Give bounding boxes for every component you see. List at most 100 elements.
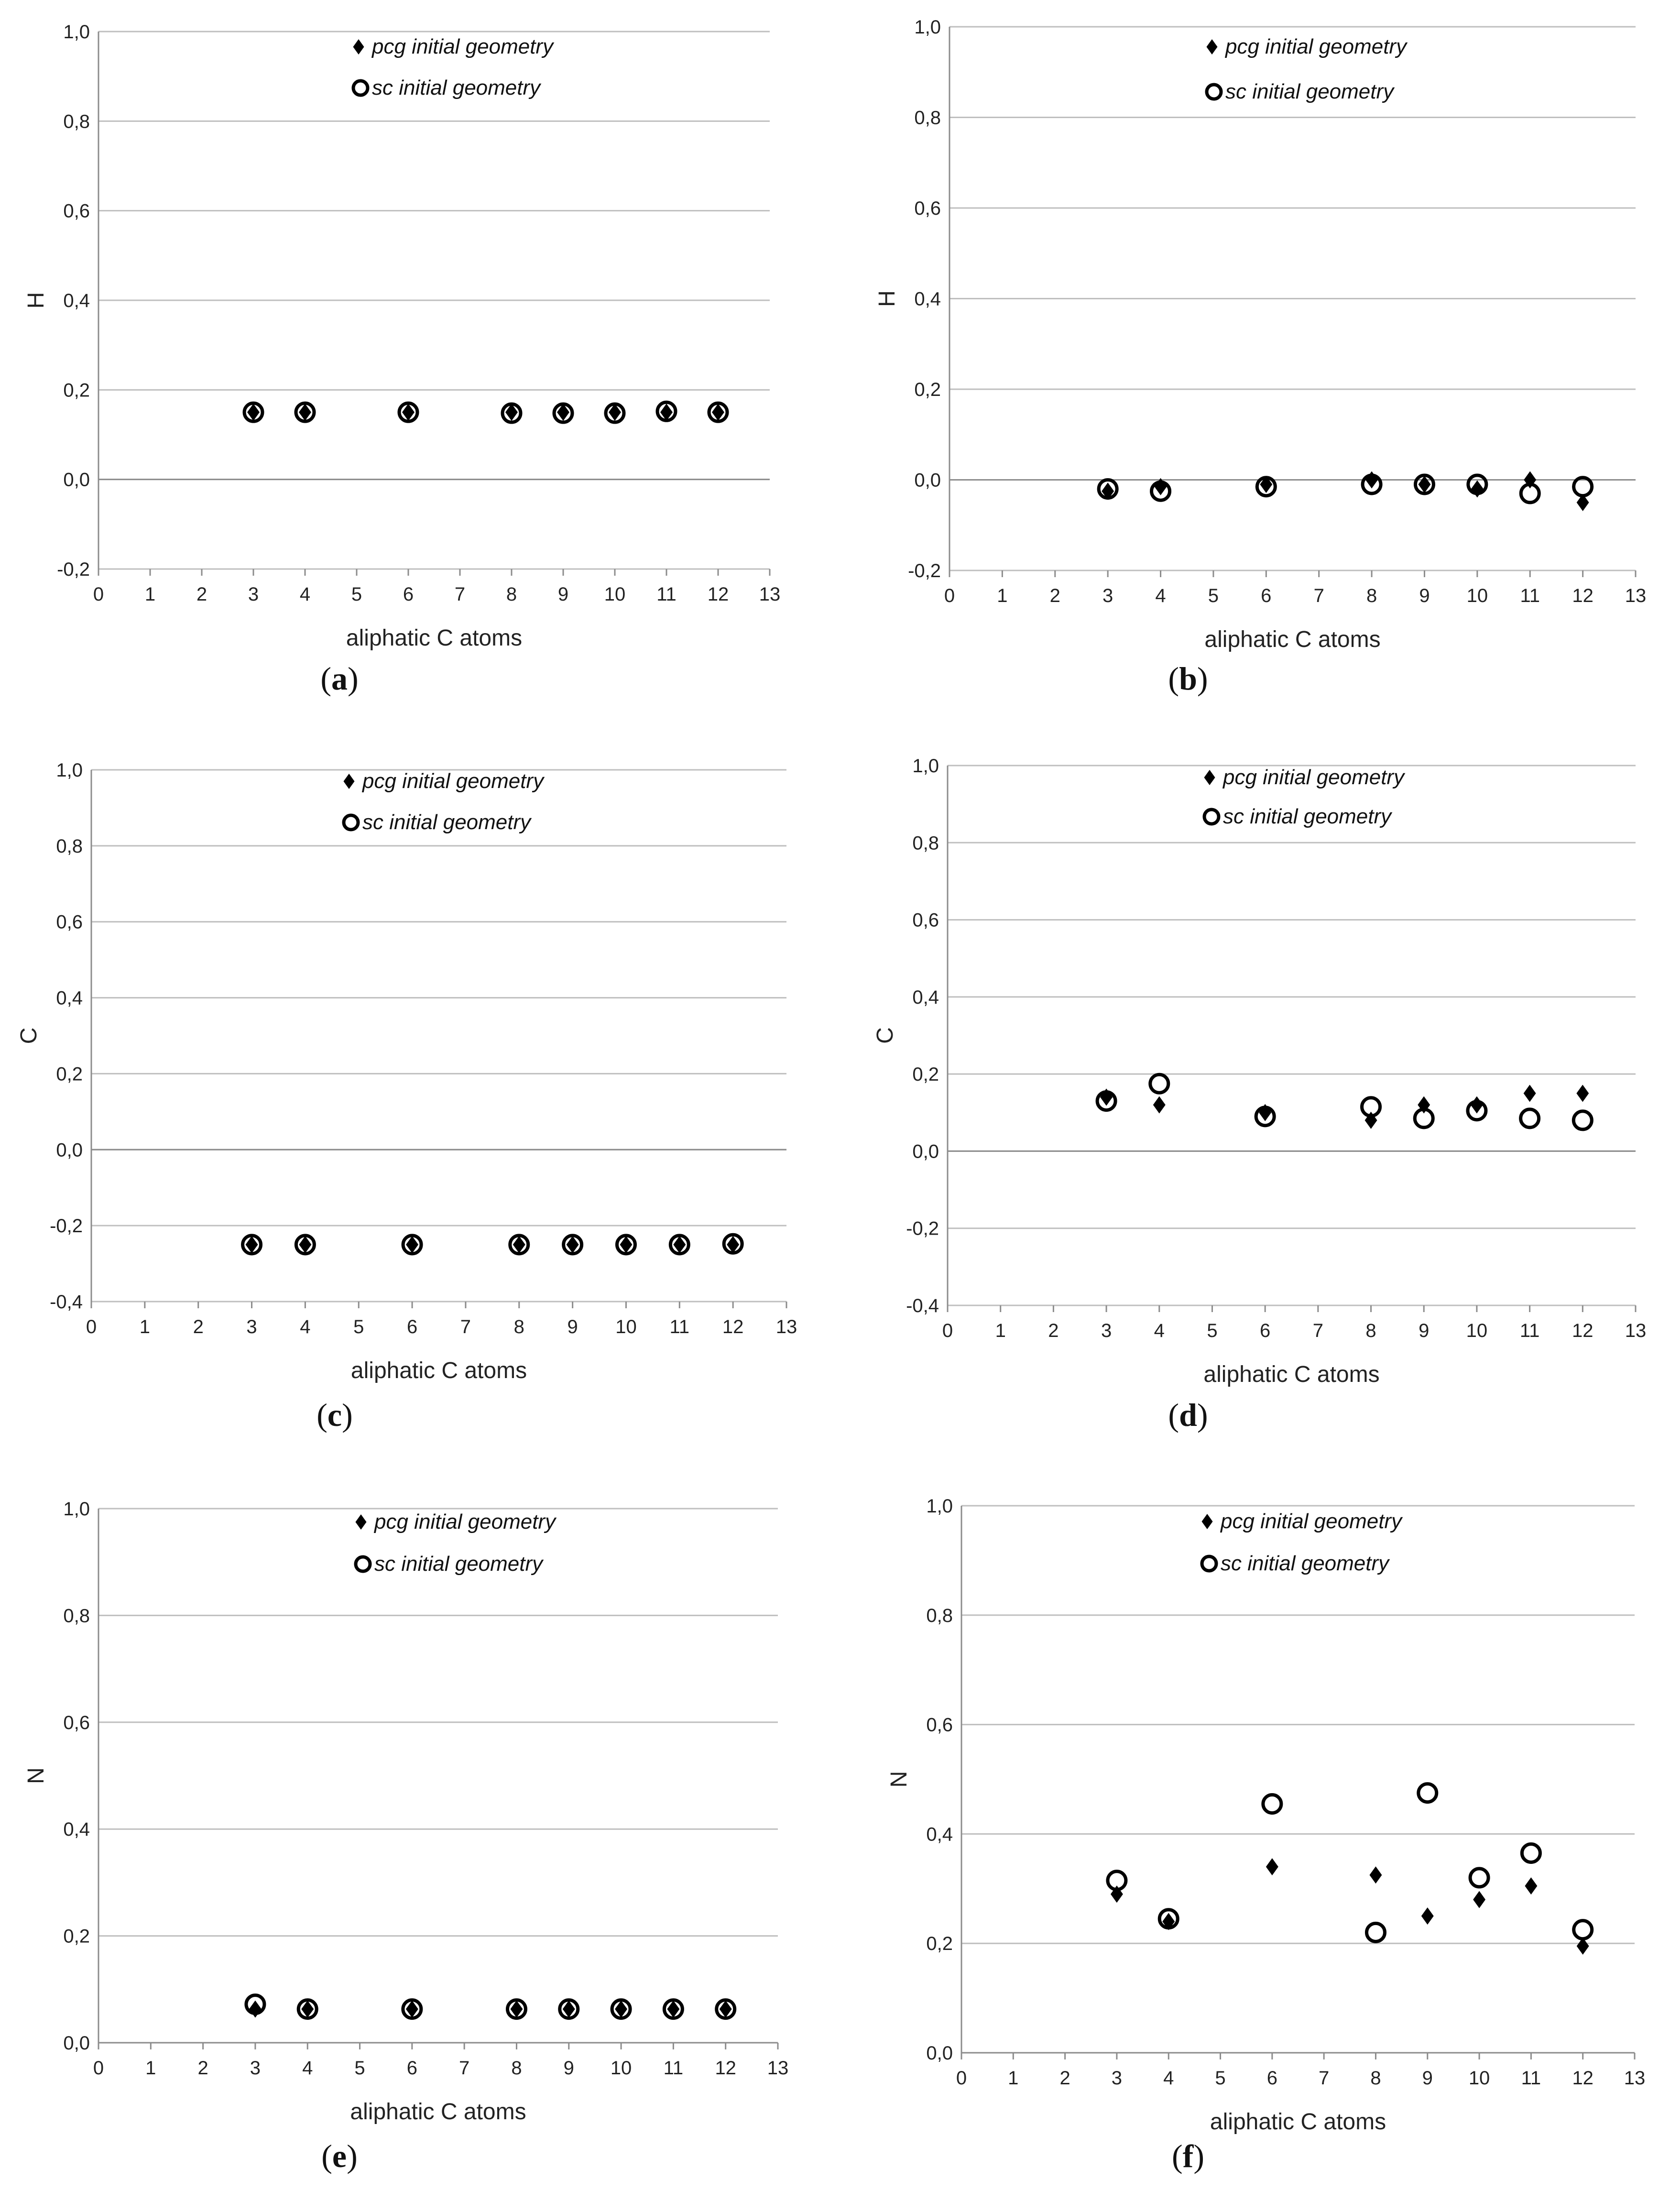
y-tick-label: 0,2 xyxy=(926,1933,953,1954)
data-point-sc xyxy=(294,401,316,423)
y-tick-label: 0,6 xyxy=(63,1712,90,1733)
data-point-pcg xyxy=(247,404,260,421)
data-point-pcg xyxy=(1470,1096,1483,1114)
x-tick-label: 5 xyxy=(1207,1320,1217,1341)
y-tick-label: 0,2 xyxy=(63,1926,90,1947)
y-tick-label: 0,8 xyxy=(912,832,939,854)
x-tick-label: 10 xyxy=(1469,2068,1490,2089)
y-tick-label: 0,2 xyxy=(912,1064,939,1085)
data-point-sc xyxy=(722,1233,744,1255)
x-tick-label: 5 xyxy=(1215,2068,1225,2089)
x-axis-title: aliphatic C atoms xyxy=(350,2099,526,2124)
x-tick-label: 13 xyxy=(1625,585,1647,606)
x-tick-label: 6 xyxy=(407,2058,417,2079)
data-point-sc xyxy=(558,1998,580,2020)
y-tick-label: 1,0 xyxy=(912,756,939,777)
legend-marker-diamond xyxy=(355,1514,367,1530)
data-point-sc xyxy=(1255,476,1277,498)
y-axis-title: C xyxy=(873,1027,898,1044)
x-tick-label: 2 xyxy=(1050,585,1060,606)
data-point-pcg xyxy=(299,1236,312,1253)
x-tick-label: 6 xyxy=(1267,2068,1277,2089)
y-tick-label: 0,6 xyxy=(63,201,90,222)
caption-b: (b) xyxy=(1168,660,1208,697)
x-axis-title: aliphatic C atoms xyxy=(346,625,522,651)
y-tick-label: 0,0 xyxy=(56,1139,83,1161)
x-tick-label: 11 xyxy=(1520,585,1540,606)
y-tick-label: 0,0 xyxy=(914,470,941,491)
y-tick-label: 0,8 xyxy=(56,836,83,857)
y-tick-label: -0,2 xyxy=(906,1218,939,1239)
data-point-sc xyxy=(668,1234,690,1256)
x-tick-label: 7 xyxy=(1319,2068,1329,2089)
legend-entry-sc: sc initial geometry xyxy=(362,810,532,834)
legend-entry-sc: sc initial geometry xyxy=(374,1552,544,1576)
x-tick-label: 2 xyxy=(196,584,207,605)
y-tick-label: 0,4 xyxy=(914,289,941,310)
y-axis-title: N xyxy=(23,1767,49,1784)
x-tick-label: 9 xyxy=(567,1316,578,1337)
legend-marker-circle xyxy=(1205,83,1223,101)
data-point-sc xyxy=(1519,482,1541,504)
data-point-pcg xyxy=(510,2000,523,2018)
legend-marker-diamond xyxy=(353,39,364,55)
data-point-pcg xyxy=(1576,1937,1589,1955)
data-point-sc xyxy=(610,1998,632,2020)
data-point-pcg xyxy=(406,1236,419,1253)
x-tick-label: 9 xyxy=(1419,585,1430,606)
y-tick-label: 0,6 xyxy=(926,1715,953,1736)
legend-marker-diamond xyxy=(1206,39,1218,55)
x-tick-label: 7 xyxy=(1313,1320,1323,1341)
y-tick-label: 0,6 xyxy=(914,198,941,219)
caption-d: (d) xyxy=(1168,1397,1208,1433)
data-point-pcg xyxy=(1421,1907,1434,1925)
data-point-pcg xyxy=(1369,1866,1382,1884)
x-tick-label: 11 xyxy=(656,584,677,605)
data-point-pcg xyxy=(1523,1084,1536,1102)
data-point-sc xyxy=(1261,1793,1283,1815)
y-tick-label: 1,0 xyxy=(926,1496,953,1517)
data-point-sc xyxy=(401,1234,423,1256)
legend-entry-pcg: pcg initial geometry xyxy=(1222,766,1406,789)
data-point-sc xyxy=(1572,1109,1594,1131)
data-point-sc xyxy=(242,401,264,423)
legend-entry-pcg: pcg initial geometry xyxy=(371,35,555,58)
x-tick-label: 3 xyxy=(1102,585,1113,606)
x-tick-label: 5 xyxy=(1208,585,1219,606)
x-tick-label: 0 xyxy=(86,1316,97,1337)
data-point-pcg xyxy=(620,1236,633,1253)
data-point-sc xyxy=(1413,473,1435,495)
data-point-sc xyxy=(615,1234,637,1256)
y-tick-label: 0,8 xyxy=(63,1605,90,1626)
legend-entry-pcg: pcg initial geometry xyxy=(1220,1510,1403,1533)
chart-panel-a: -0,20,00,20,40,60,81,00 1 2 3 4 5 6 7 8 9 10 11 12 13… xyxy=(23,22,780,651)
data-point-pcg xyxy=(727,1236,740,1253)
x-tick-label: 3 xyxy=(250,2058,261,2079)
data-point-sc xyxy=(1254,1106,1276,1128)
caption-a: (a) xyxy=(320,660,359,697)
y-axis-title: H xyxy=(874,290,900,307)
legend-entry-pcg: pcg initial geometry xyxy=(373,1510,557,1533)
data-point-pcg xyxy=(609,404,621,421)
x-tick-label: 2 xyxy=(1059,2068,1070,2089)
caption-f: (f) xyxy=(1172,2138,1204,2174)
data-point-pcg xyxy=(712,404,724,421)
data-point-pcg xyxy=(1418,1096,1430,1114)
x-tick-label: 1 xyxy=(140,1316,150,1337)
y-tick-label: 1,0 xyxy=(914,17,941,38)
x-tick-label: 9 xyxy=(1419,1320,1429,1341)
legend-entry-sc: sc initial geometry xyxy=(1225,80,1395,103)
x-tick-label: 1 xyxy=(995,1320,1006,1341)
data-point-sc xyxy=(1360,1096,1382,1118)
x-tick-label: 10 xyxy=(615,1316,637,1337)
x-tick-label: 0 xyxy=(93,584,104,605)
y-tick-label: 0,2 xyxy=(63,380,90,401)
x-axis-title: aliphatic C atoms xyxy=(1204,627,1380,652)
x-tick-label: 8 xyxy=(1366,585,1377,606)
x-tick-label: 11 xyxy=(670,1316,690,1337)
data-point-pcg xyxy=(402,404,415,421)
y-tick-label: 0,4 xyxy=(912,987,939,1008)
y-tick-label: 0,8 xyxy=(63,111,90,132)
y-tick-label: 0,8 xyxy=(926,1605,953,1626)
data-point-pcg xyxy=(1576,493,1589,511)
